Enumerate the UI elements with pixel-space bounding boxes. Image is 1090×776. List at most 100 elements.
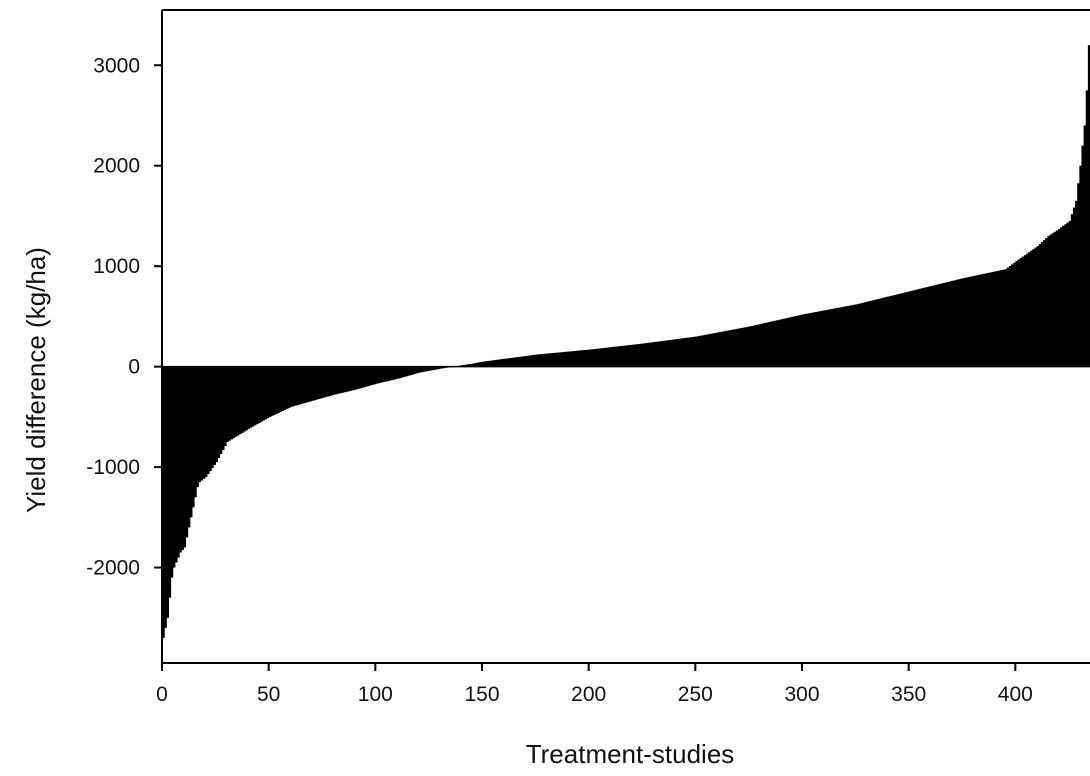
bar xyxy=(1087,45,1090,367)
bar xyxy=(441,366,445,369)
bar xyxy=(1079,165,1083,367)
bar xyxy=(970,276,974,367)
bar xyxy=(302,366,306,404)
bar xyxy=(936,284,940,367)
bar xyxy=(343,366,347,393)
bar xyxy=(183,366,187,548)
bar xyxy=(1047,236,1051,367)
bar xyxy=(819,311,822,367)
bar xyxy=(377,366,381,384)
bar xyxy=(172,366,176,568)
bar xyxy=(520,356,524,367)
bar xyxy=(906,291,910,367)
bar xyxy=(211,366,214,469)
bar xyxy=(482,361,485,367)
bar xyxy=(840,307,844,367)
bar xyxy=(667,340,671,367)
bar xyxy=(912,290,916,367)
bar xyxy=(729,330,733,367)
bar xyxy=(1060,227,1063,367)
bar xyxy=(757,324,760,367)
bar xyxy=(524,355,528,367)
bar xyxy=(522,356,526,367)
bar xyxy=(528,355,532,367)
bar xyxy=(575,350,579,367)
bar xyxy=(949,281,952,367)
bar xyxy=(428,366,432,371)
bar xyxy=(676,339,679,367)
bar xyxy=(838,307,841,367)
bar xyxy=(567,351,571,367)
x-tick-label: 350 xyxy=(891,683,926,706)
bar xyxy=(531,355,534,367)
bar xyxy=(526,355,530,367)
bar xyxy=(663,340,667,367)
bar xyxy=(601,348,605,367)
bar xyxy=(878,298,882,367)
bar xyxy=(179,366,182,553)
bar xyxy=(654,341,658,367)
bar xyxy=(226,366,229,442)
bar xyxy=(910,290,914,367)
bar xyxy=(646,342,649,367)
bar xyxy=(870,300,873,367)
bar xyxy=(1023,255,1027,367)
bar xyxy=(189,366,193,518)
bar xyxy=(718,332,722,367)
x-axis-title: Treatment-studies xyxy=(526,739,735,769)
bar xyxy=(703,334,707,367)
bar xyxy=(580,350,583,367)
bar xyxy=(569,351,573,367)
bar xyxy=(618,346,622,367)
bar xyxy=(746,326,750,367)
bar xyxy=(383,366,387,382)
bar xyxy=(403,366,406,377)
bar xyxy=(373,366,376,385)
bar xyxy=(249,366,253,428)
y-tick-label: 3000 xyxy=(93,54,140,77)
bar xyxy=(829,309,833,367)
bar xyxy=(464,364,468,367)
bar xyxy=(691,337,694,367)
bar xyxy=(1081,145,1085,367)
bar xyxy=(985,273,989,367)
bar xyxy=(578,350,581,367)
bar xyxy=(238,366,242,435)
y-tick-label: 1000 xyxy=(93,255,140,278)
bar xyxy=(375,366,379,384)
bar xyxy=(1006,267,1010,367)
bar xyxy=(475,362,479,367)
bar xyxy=(435,366,438,370)
bar xyxy=(793,316,797,367)
bar xyxy=(1064,224,1068,367)
bar xyxy=(262,366,265,421)
bar xyxy=(1034,247,1038,367)
x-tick-label: 300 xyxy=(784,683,819,706)
bar xyxy=(804,313,807,367)
x-tick-label: 250 xyxy=(678,683,713,706)
bar xyxy=(712,333,716,367)
bar xyxy=(336,366,340,394)
bar xyxy=(362,366,366,388)
bar xyxy=(1019,258,1023,367)
bar xyxy=(277,366,280,413)
bar xyxy=(283,366,287,410)
bar xyxy=(942,282,946,367)
bar xyxy=(415,366,419,374)
bar xyxy=(471,363,475,367)
bar xyxy=(345,366,349,392)
bar xyxy=(413,366,417,374)
bar xyxy=(285,366,289,409)
bar xyxy=(206,366,210,475)
x-tick-label: 200 xyxy=(571,683,606,706)
y-axis-title: Yield difference (kg/ha) xyxy=(21,247,51,513)
bar xyxy=(706,334,709,367)
bar xyxy=(313,366,317,401)
bar xyxy=(247,366,251,429)
bar xyxy=(1072,207,1076,367)
bar xyxy=(394,366,398,380)
bar xyxy=(422,366,425,372)
bar xyxy=(1008,265,1012,367)
bar xyxy=(196,366,199,488)
